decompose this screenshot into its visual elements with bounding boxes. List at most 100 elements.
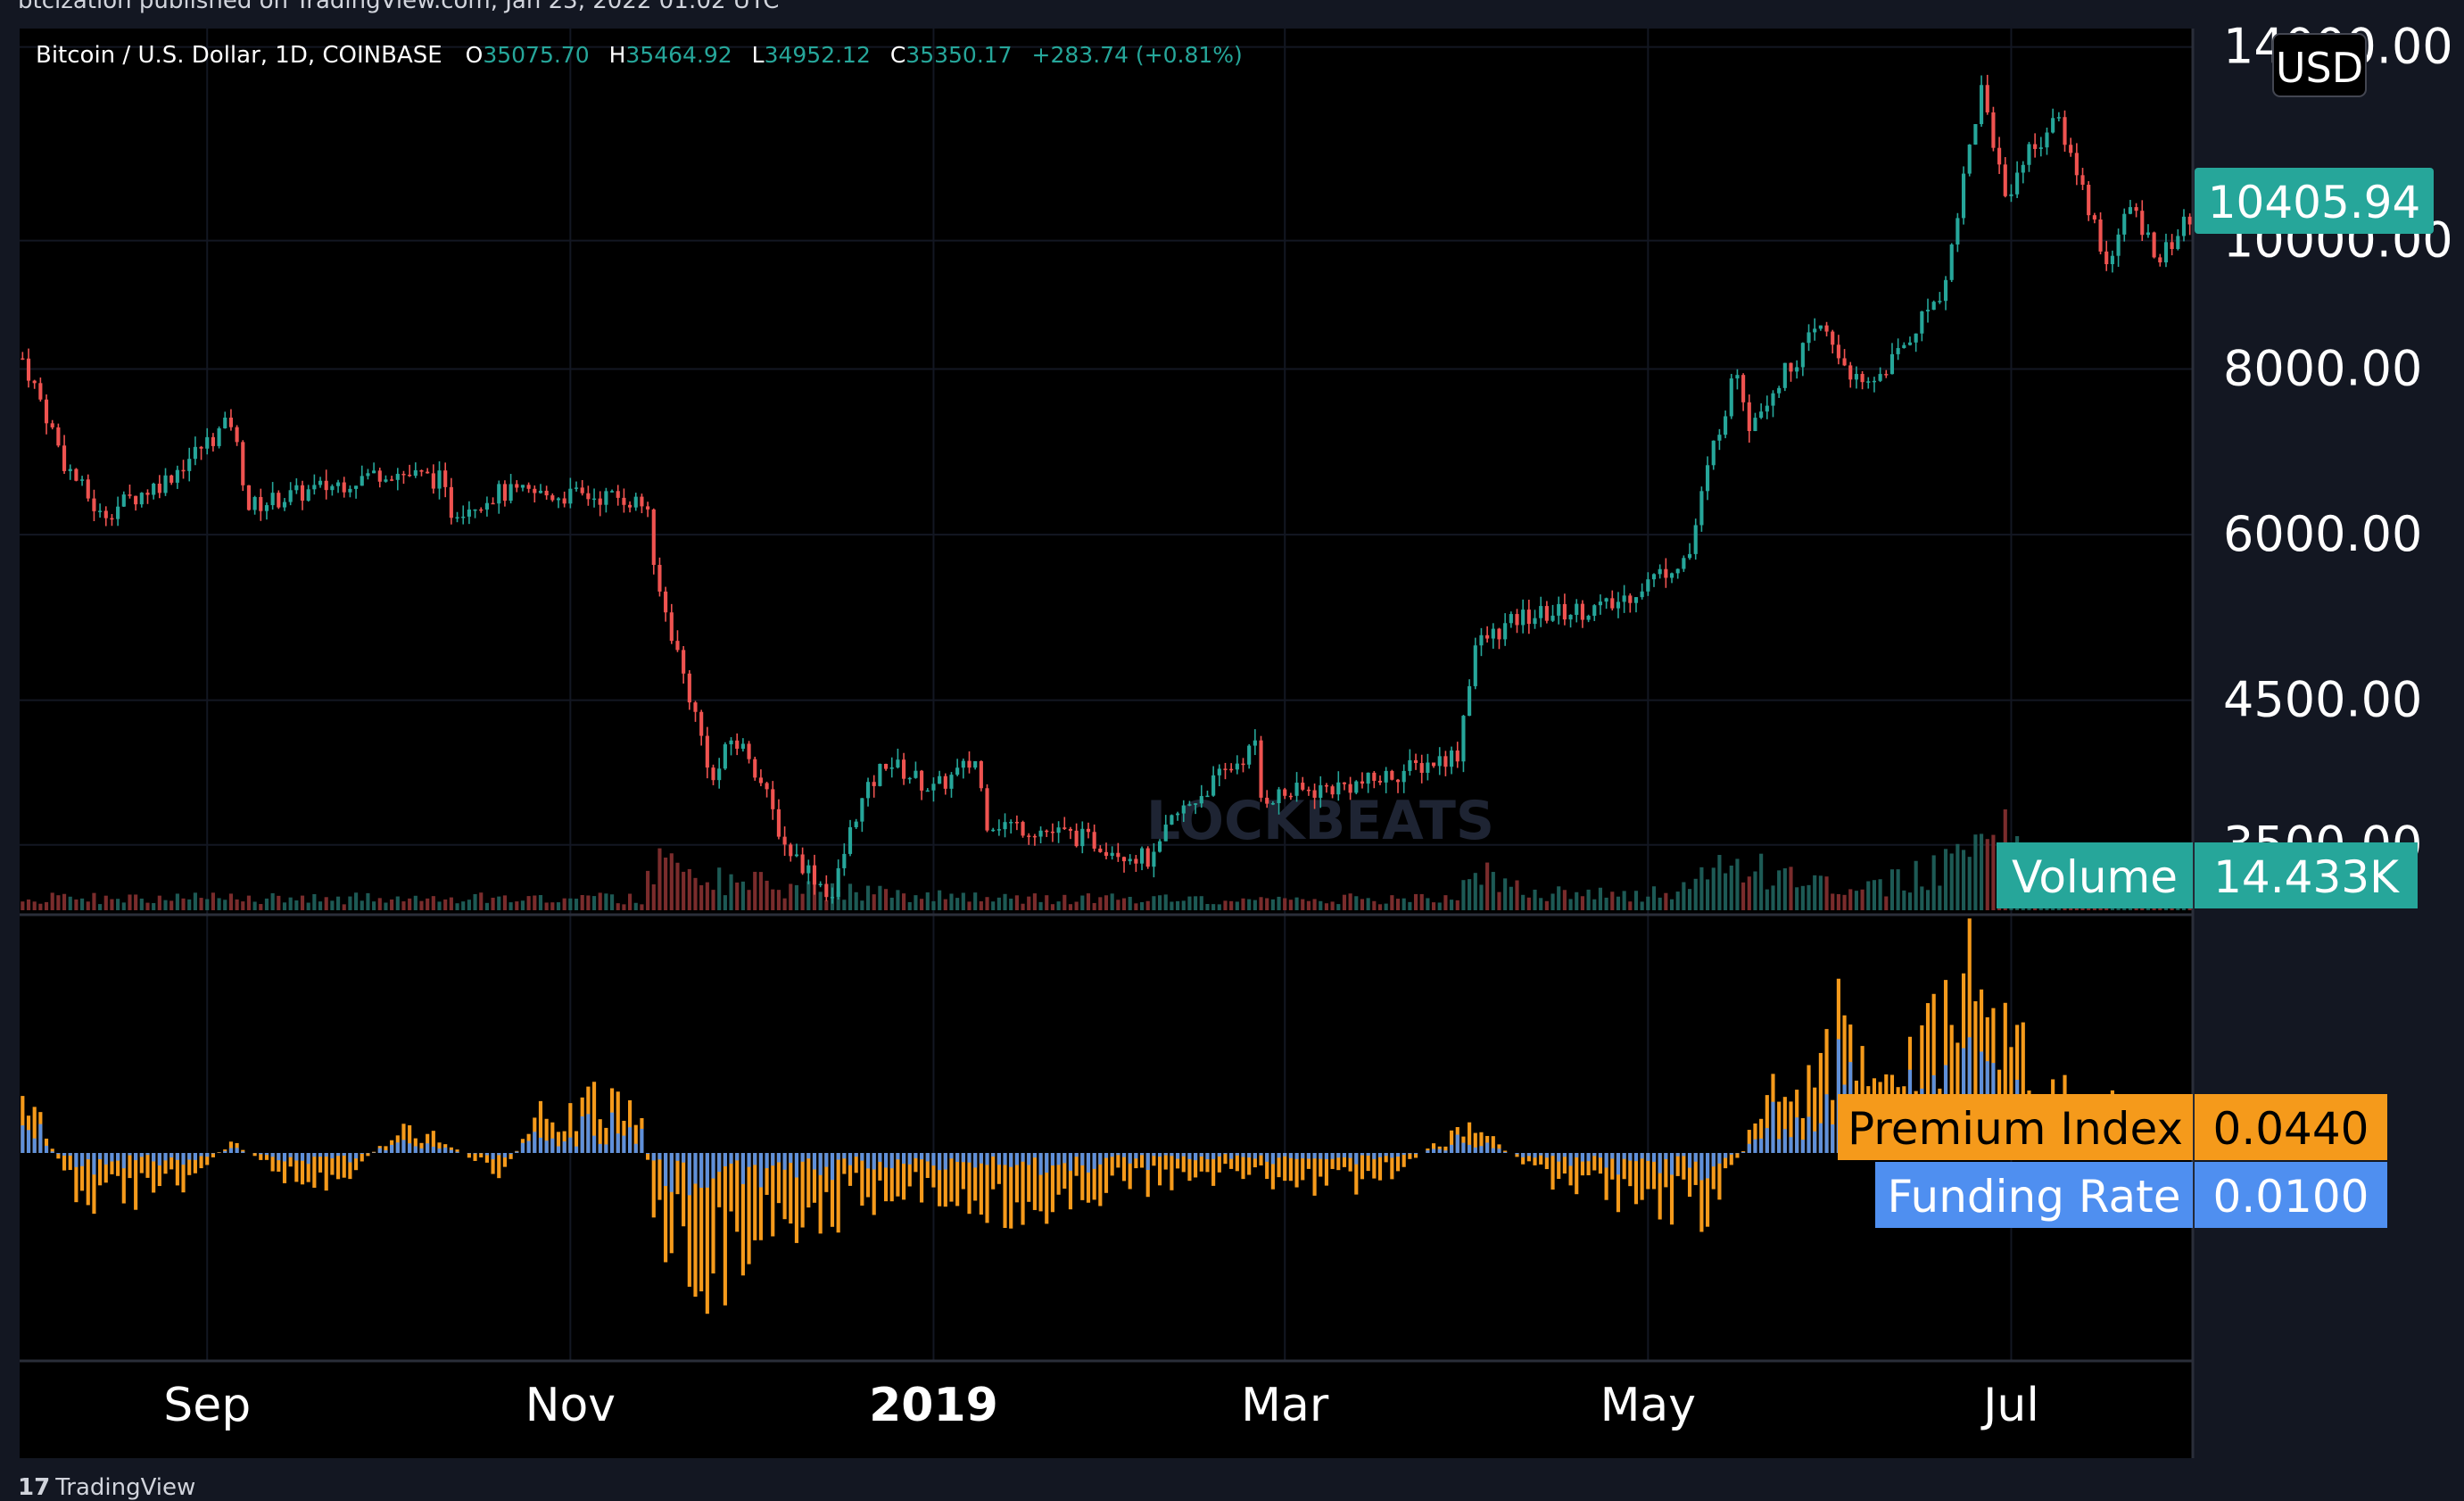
candle [1807, 324, 1811, 352]
volume-bar [1633, 891, 1639, 910]
candle [497, 480, 501, 514]
candle [985, 784, 989, 833]
funding-bar [854, 1153, 858, 1157]
candle [1515, 609, 1519, 634]
funding-bar [1818, 1123, 1823, 1153]
premium-bar [98, 1153, 103, 1186]
time-axis: Sep Nov 2019 Mar May Jul [163, 1379, 2039, 1432]
chart-background [20, 29, 2193, 1458]
candle [80, 476, 85, 486]
volume-bar [181, 898, 186, 910]
candle [1782, 362, 1787, 392]
volume-bar [1235, 901, 1239, 910]
candle [467, 501, 471, 525]
funding-bar [848, 1153, 853, 1165]
candle [1473, 637, 1477, 690]
candle [1539, 596, 1543, 627]
volume-bar [431, 896, 435, 910]
candle [1062, 817, 1067, 831]
last-price-tag: 10405.94 [2195, 168, 2434, 234]
volume-bar [1485, 862, 1490, 910]
volume-bar [1211, 904, 1216, 910]
funding-bar [1753, 1139, 1757, 1153]
volume-bar [818, 891, 823, 910]
volume-bar [1413, 893, 1418, 910]
candle [758, 769, 763, 787]
funding-bar [616, 1133, 620, 1153]
publish-line: btcization published on TradingView.com,… [18, 0, 780, 14]
funding-bar [401, 1140, 406, 1153]
candle [723, 742, 727, 770]
candle [2181, 209, 2187, 242]
premium-bar [1176, 1153, 1180, 1169]
volume-bar [264, 898, 269, 910]
funding-bar [878, 1153, 882, 1162]
premium-bar [1568, 1153, 1573, 1186]
volume-bar [1170, 901, 1174, 910]
candle [1413, 753, 1418, 770]
funding-bar [1468, 1144, 1472, 1153]
volume-bar [682, 871, 686, 910]
volume-bar [145, 902, 150, 910]
currency-label[interactable]: USD [2272, 33, 2367, 97]
funding-bar [633, 1143, 638, 1153]
volume-bar [628, 893, 633, 910]
candle [223, 411, 227, 429]
volume-bar [800, 893, 805, 910]
candle [1485, 626, 1490, 643]
premium-bar [193, 1153, 197, 1173]
volume-bar [128, 894, 132, 910]
candle [419, 469, 424, 477]
funding-bar [502, 1153, 507, 1158]
candle [62, 435, 67, 475]
funding-bar [533, 1132, 537, 1153]
premium-bar [1824, 1029, 1829, 1153]
premium-bar [1544, 1153, 1549, 1170]
candle [1735, 369, 1740, 390]
candle [979, 760, 983, 792]
premium-bar [241, 1149, 245, 1153]
premium-bar [103, 1153, 108, 1183]
candle [1866, 377, 1871, 389]
candle [1253, 729, 1257, 756]
volume-bar [1283, 898, 1287, 910]
premium-bar [1384, 1153, 1388, 1163]
funding-bar [1330, 1153, 1335, 1159]
high-value: 35464.92 [625, 42, 732, 68]
funding-bar [836, 1153, 840, 1160]
candle [1431, 762, 1436, 768]
candle [193, 436, 197, 466]
volume-bar [372, 901, 376, 910]
premium-bar [996, 1153, 1001, 1184]
candle [776, 799, 781, 840]
volume-bar [330, 900, 335, 910]
funding-bar [330, 1153, 335, 1159]
candle [705, 726, 709, 779]
funding-bar [1288, 1153, 1293, 1158]
volume-bar [574, 899, 579, 910]
candle [1205, 790, 1210, 798]
funding-bar [1187, 1153, 1192, 1159]
premium-bar [591, 1082, 597, 1153]
premium-bar [199, 1153, 203, 1169]
funding-bar [991, 1153, 996, 1157]
candle [1747, 394, 1751, 443]
premium-bar [758, 1153, 763, 1240]
volume-bar [1651, 886, 1657, 910]
premium-bar [1526, 1153, 1531, 1162]
premium-bar [181, 1153, 186, 1193]
premium-bar [717, 1153, 722, 1207]
tradingview-logo[interactable]: 17 TradingView [18, 1474, 195, 1501]
volume-bar [235, 899, 239, 910]
funding-bar [1533, 1153, 1537, 1158]
volume-bar [1866, 881, 1871, 910]
candle [92, 489, 96, 522]
candle [2003, 157, 2007, 198]
candle [390, 476, 394, 482]
volume-bar [1729, 865, 1733, 910]
candle [1699, 486, 1704, 532]
volume-bar [50, 892, 54, 910]
volume-bar [1575, 891, 1579, 910]
funding-bar [1253, 1153, 1257, 1159]
candle [1277, 786, 1281, 815]
